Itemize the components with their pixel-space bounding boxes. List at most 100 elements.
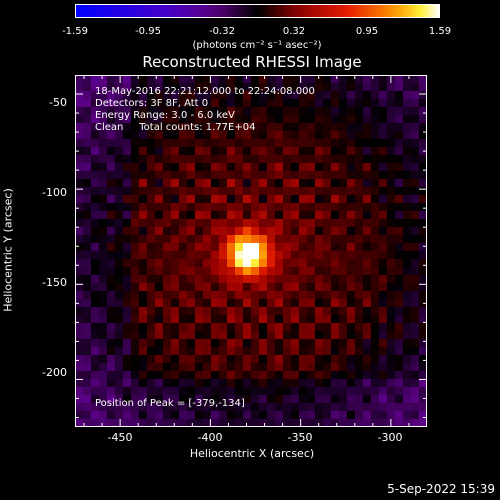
heatmap-cell (371, 91, 380, 100)
heatmap-cell (107, 211, 116, 220)
heatmap-cell (387, 219, 396, 228)
heatmap-cell (411, 387, 420, 396)
heatmap-cell (195, 107, 204, 116)
heatmap-cell (123, 171, 132, 180)
heatmap-cell (155, 291, 164, 300)
heatmap-cell (123, 179, 132, 188)
info-energy-range: Energy Range: 3.0 - 6.0 keV (95, 110, 235, 121)
heatmap-cell (75, 251, 84, 260)
heatmap-cell (347, 379, 356, 388)
heatmap-cell (283, 83, 292, 92)
heatmap-cell (387, 99, 396, 108)
heatmap-cell (243, 171, 252, 180)
heatmap-cell (291, 363, 300, 372)
heatmap-cell (219, 299, 228, 308)
heatmap-cell (291, 235, 300, 244)
heatmap-cell (275, 419, 284, 427)
heatmap-cell (131, 227, 140, 236)
heatmap-cell (355, 187, 364, 196)
heatmap-cell (139, 395, 148, 404)
heatmap-cell (99, 123, 108, 132)
heatmap-cell (123, 411, 132, 420)
heatmap-cell (323, 107, 332, 116)
y-tick-label: -50 (49, 96, 67, 109)
heatmap-cell (131, 219, 140, 228)
heatmap-cell (403, 283, 412, 292)
heatmap-cell (331, 115, 340, 124)
heatmap-cell (379, 195, 388, 204)
heatmap-cell (283, 299, 292, 308)
heatmap-cell (123, 75, 132, 84)
heatmap-cell (115, 243, 124, 252)
heatmap-cell (171, 291, 180, 300)
heatmap-cell (419, 155, 427, 164)
heatmap-cell (131, 107, 140, 116)
heatmap-cell (155, 371, 164, 380)
heatmap-cell (291, 107, 300, 116)
heatmap-cell (195, 275, 204, 284)
heatmap-cell (235, 379, 244, 388)
heatmap-cell (267, 339, 276, 348)
heatmap-cell (139, 307, 148, 316)
heatmap-cell (91, 179, 100, 188)
heatmap-cell (379, 275, 388, 284)
heatmap-cell (323, 299, 332, 308)
heatmap-cell (379, 371, 388, 380)
heatmap-cell (315, 339, 324, 348)
heatmap-cell (155, 395, 164, 404)
heatmap-cell (267, 243, 276, 252)
heatmap-cell (387, 411, 396, 420)
heatmap-cell (371, 299, 380, 308)
heatmap-cell (395, 411, 404, 420)
heatmap-cell (195, 291, 204, 300)
heatmap-cell (331, 155, 340, 164)
heatmap-cell (299, 339, 308, 348)
heatmap-cell (275, 251, 284, 260)
heatmap-cell (315, 251, 324, 260)
heatmap-cell (195, 283, 204, 292)
heatmap-cell (147, 163, 156, 172)
heatmap-cell (227, 403, 236, 412)
heatmap-cell (187, 243, 196, 252)
heatmap-cell (99, 91, 108, 100)
heatmap-cell (195, 203, 204, 212)
heatmap-cell (259, 243, 268, 252)
heatmap-cell (251, 195, 260, 204)
heatmap-cell (251, 315, 260, 324)
heatmap-cell (99, 235, 108, 244)
heatmap-cell (379, 163, 388, 172)
heatmap-cell (339, 419, 348, 427)
heatmap-cell (203, 243, 212, 252)
heatmap-cell (323, 179, 332, 188)
heatmap-cell (171, 75, 180, 84)
heatmap-cell (323, 147, 332, 156)
heatmap-cell (395, 211, 404, 220)
heatmap-cell (107, 75, 116, 84)
heatmap-cell (219, 403, 228, 412)
heatmap-cell (387, 227, 396, 236)
heatmap-cell (411, 379, 420, 388)
heatmap-cell (75, 299, 84, 308)
heatmap (75, 75, 427, 427)
heatmap-cell (75, 307, 84, 316)
heatmap-cell (235, 155, 244, 164)
heatmap-cell (347, 419, 356, 427)
heatmap-cell (283, 243, 292, 252)
heatmap-cell (155, 387, 164, 396)
heatmap-cell (315, 323, 324, 332)
heatmap-cell (179, 339, 188, 348)
heatmap-cell (83, 211, 92, 220)
heatmap-cell (243, 115, 252, 124)
heatmap-cell (259, 115, 268, 124)
heatmap-cell (419, 251, 427, 260)
heatmap-cell (379, 99, 388, 108)
heatmap-cell (139, 267, 148, 276)
heatmap-cell (371, 331, 380, 340)
heatmap-cell (403, 163, 412, 172)
heatmap-cell (203, 235, 212, 244)
heatmap-cell (363, 387, 372, 396)
heatmap-cell (291, 323, 300, 332)
heatmap-cell (403, 235, 412, 244)
heatmap-cell (387, 283, 396, 292)
heatmap-cell (131, 75, 140, 84)
